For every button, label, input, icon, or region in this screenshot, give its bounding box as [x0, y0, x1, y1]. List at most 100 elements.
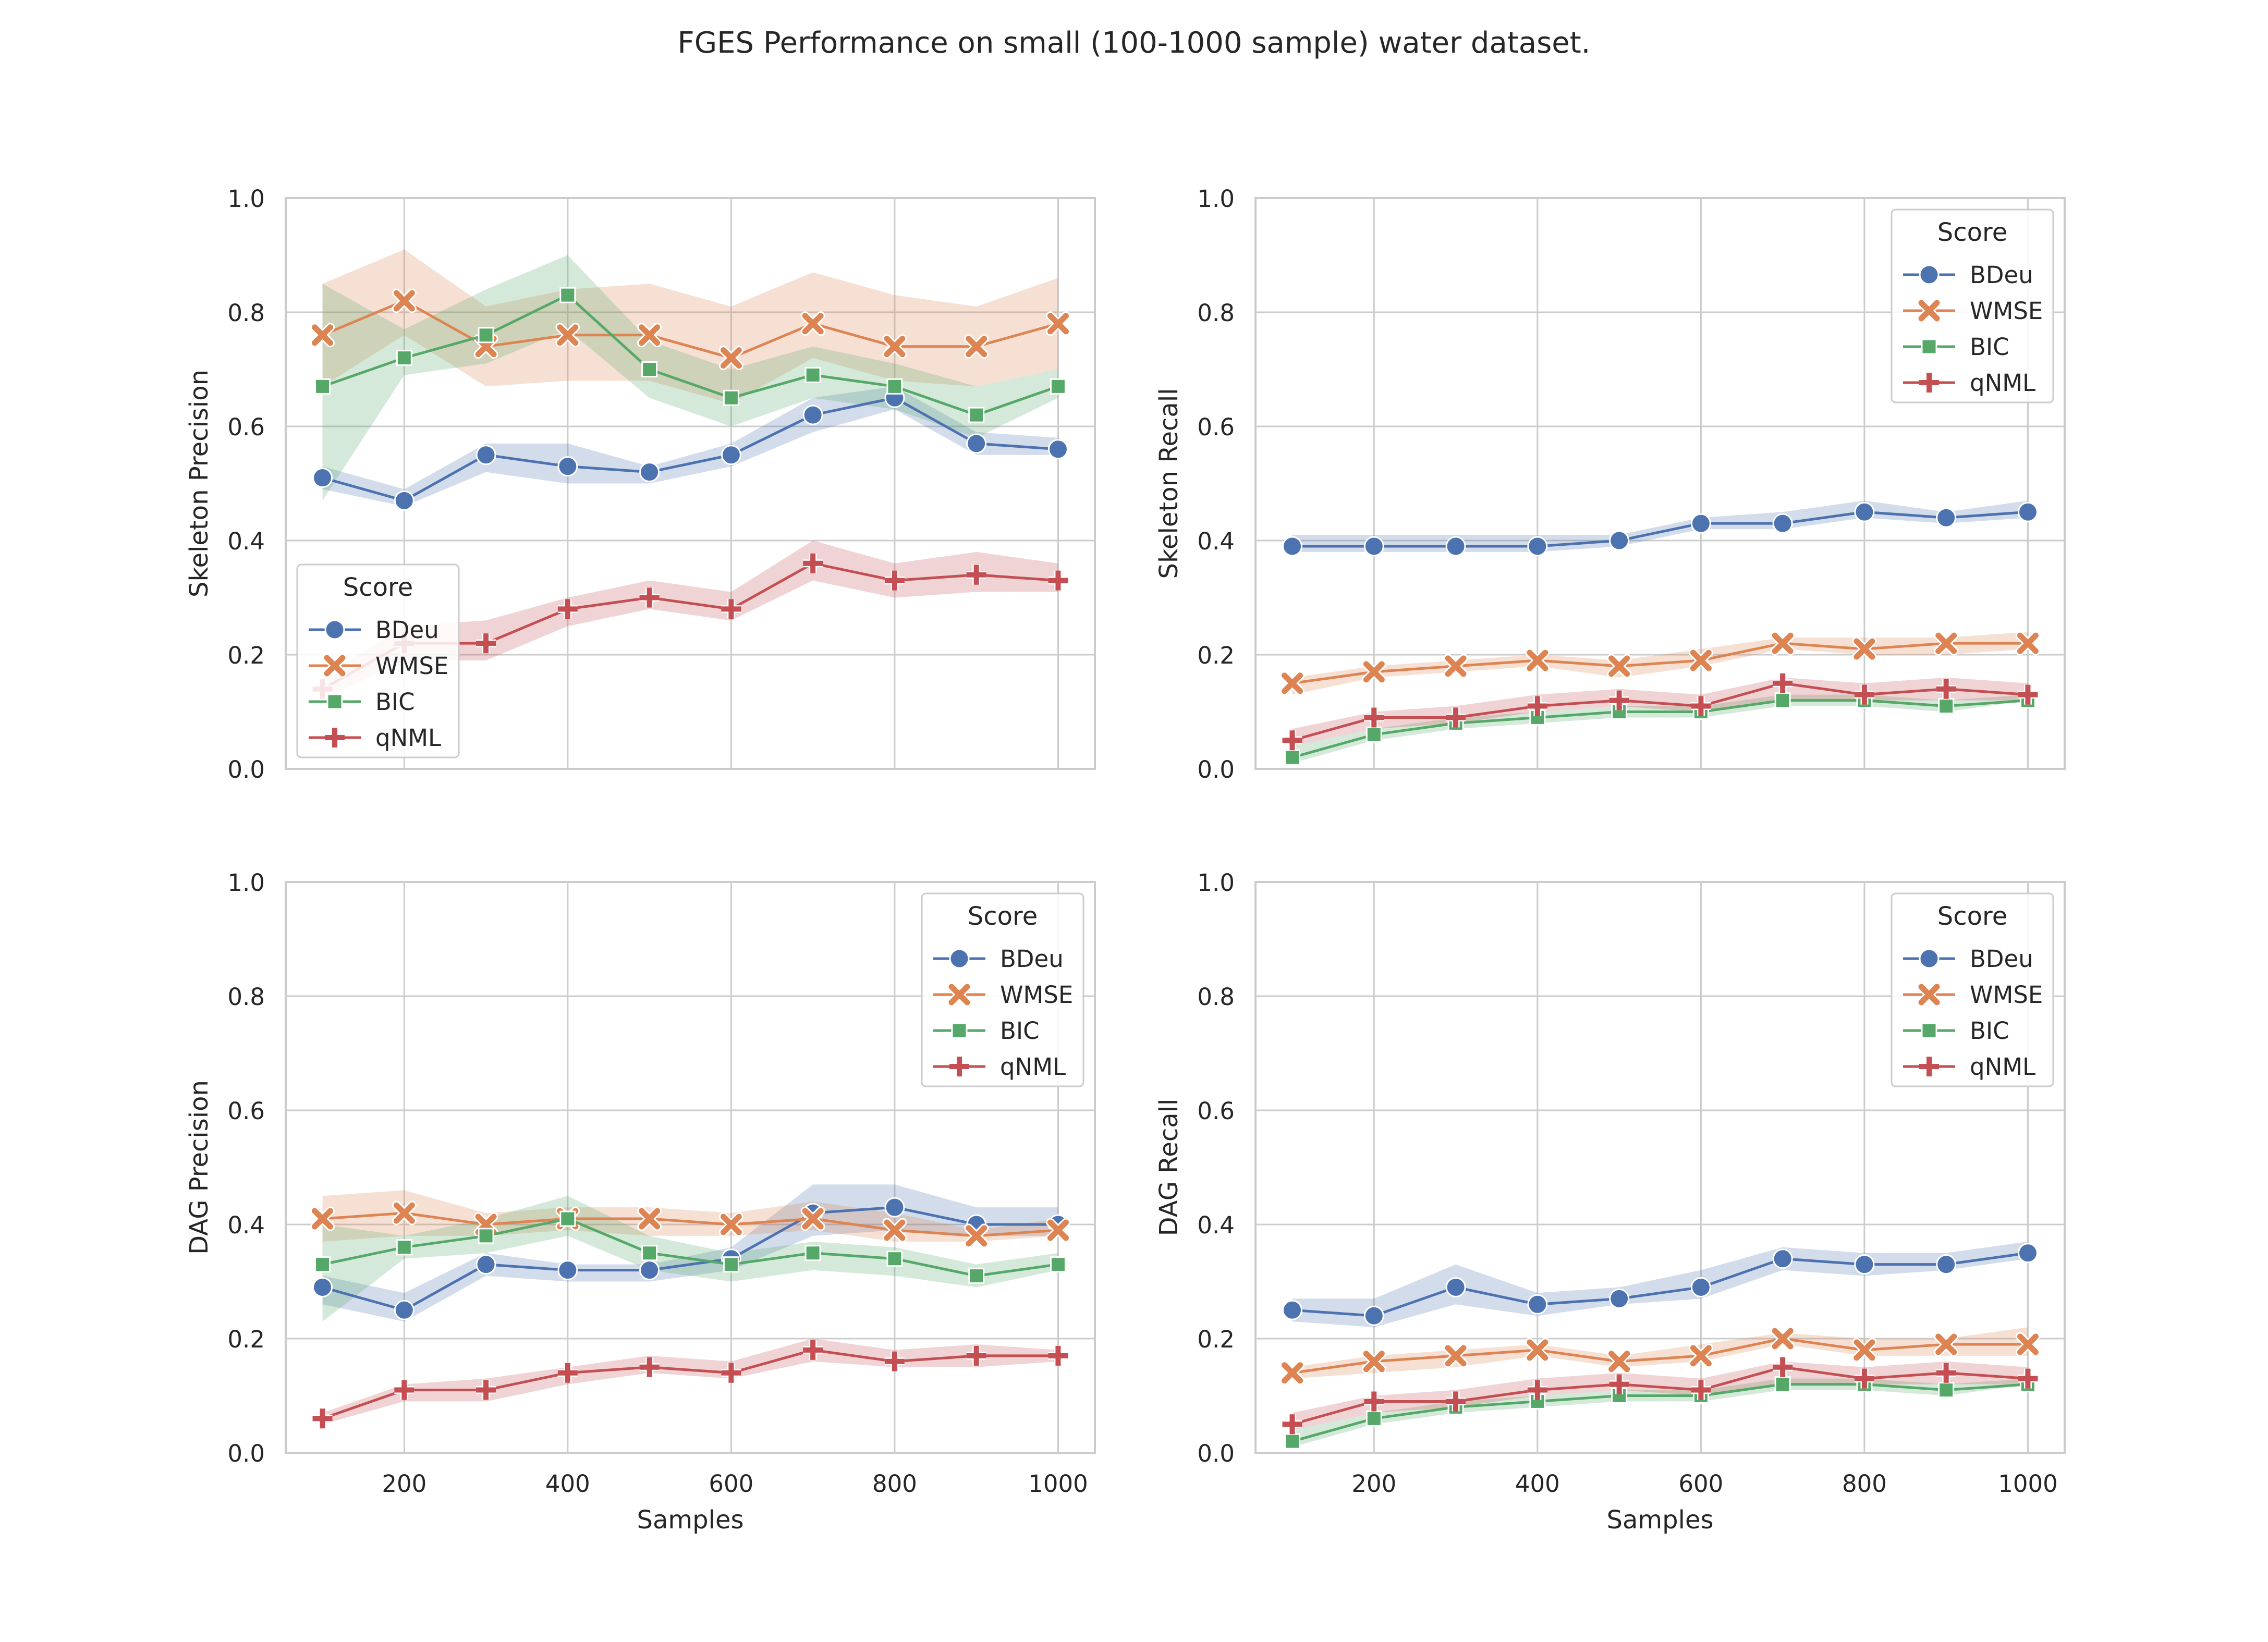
point-wmse	[1525, 1338, 1550, 1363]
point-bdeu	[557, 456, 578, 477]
line-bdeu	[322, 1206, 1058, 1312]
legend-label: BIC	[1970, 333, 2009, 361]
point-qnml	[639, 587, 660, 608]
point-qnml	[557, 1363, 578, 1383]
point-bic	[1050, 378, 1066, 395]
line-wmse	[322, 299, 1059, 360]
y-tick-label: 0.0	[1197, 756, 1235, 783]
point-bdeu	[2017, 1243, 2038, 1264]
line-qnml	[1291, 682, 2028, 742]
point-bdeu	[475, 1254, 496, 1275]
x-tick-label: 800	[1842, 1470, 1887, 1498]
legend-marker-bdeu	[1919, 264, 1940, 285]
legend-label: qNML	[1970, 1053, 2035, 1081]
y-tick-label: 0.6	[227, 1097, 265, 1125]
point-bdeu	[639, 1260, 660, 1281]
band-bic	[1292, 1378, 2028, 1448]
point-bic	[1774, 692, 1791, 709]
point-bic	[396, 350, 412, 366]
point-bic	[1365, 1410, 1382, 1427]
point-qnml	[1691, 696, 1711, 716]
point-qnml	[1854, 1368, 1874, 1389]
point-bdeu	[1445, 1277, 1466, 1297]
point-wmse	[1280, 1361, 1305, 1386]
point-bic	[478, 327, 494, 344]
legend-marker-qnml	[325, 728, 345, 748]
x-tick-label: 1000	[1028, 1470, 1088, 1498]
point-bic	[559, 287, 576, 303]
band-qnml	[322, 1339, 1058, 1425]
x-tick-label: 600	[1678, 1470, 1723, 1498]
line-bic	[1291, 699, 2028, 759]
point-wmse	[1525, 648, 1550, 673]
point-wmse	[800, 1206, 825, 1231]
point-wmse	[637, 1206, 662, 1231]
legend-title: Score	[1937, 218, 2007, 247]
y-tick-label: 0.0	[227, 756, 265, 783]
legend-label: WMSE	[1000, 981, 1073, 1009]
point-bdeu	[966, 433, 987, 454]
point-wmse	[1443, 654, 1468, 679]
point-wmse	[1688, 1343, 1713, 1368]
y-axis-label: Skeleton Precision	[185, 370, 214, 597]
axes-frame	[285, 881, 1096, 1454]
point-bdeu	[1936, 1254, 1957, 1275]
y-tick-label: 0.2	[227, 1326, 265, 1353]
legend: Score BDeu WMSE BIC qNML	[1891, 209, 2054, 403]
band-qnml	[322, 541, 1058, 701]
point-wmse	[882, 334, 907, 359]
point-bdeu	[1445, 536, 1466, 557]
point-bic	[804, 1245, 821, 1261]
point-wmse	[964, 334, 989, 359]
point-wmse	[1361, 1349, 1386, 1374]
axes-frame	[1254, 881, 2066, 1454]
chart-panel-1: 0.0 0.2 0.4 0.6 0.8 1.0 Skeleton Precision Scor…	[185, 185, 1096, 783]
point-qnml	[803, 553, 823, 573]
point-wmse	[1443, 1343, 1468, 1368]
legend-label: qNML	[1970, 369, 2035, 397]
y-tick-label: 0.4	[227, 1211, 265, 1239]
line-bdeu	[1292, 1252, 2028, 1317]
line-bdeu	[1292, 510, 2028, 548]
point-wmse	[555, 323, 580, 348]
point-wmse	[310, 323, 335, 348]
point-bdeu	[802, 405, 823, 425]
point-bdeu	[1690, 1277, 1711, 1297]
chart-panel-2: 0.0 0.2 0.4 0.6 0.8 1.0 Skeleton Recall Score BD…	[1154, 185, 2066, 783]
legend-title: Score	[1937, 902, 2007, 931]
legend-marker-wmse	[947, 982, 972, 1007]
point-qnml	[966, 565, 986, 585]
point-qnml	[803, 1340, 823, 1360]
point-bic	[1284, 749, 1301, 766]
point-wmse	[1280, 671, 1305, 696]
point-qnml	[1609, 690, 1629, 710]
y-tick-label: 1.0	[227, 869, 265, 897]
point-qnml	[1527, 696, 1547, 716]
point-bdeu	[1609, 530, 1630, 551]
legend-marker-qnml	[1919, 373, 1939, 393]
y-tick-label: 0.2	[1197, 642, 1235, 669]
point-qnml	[1446, 707, 1466, 728]
legend-label: WMSE	[1970, 981, 2043, 1009]
point-bic	[723, 1256, 739, 1273]
point-wmse	[1607, 654, 1632, 679]
point-wmse	[1770, 631, 1795, 656]
legend-marker-bic	[1921, 338, 1937, 355]
y-tick-label: 0.8	[1197, 299, 1235, 327]
point-wmse	[1934, 1332, 1959, 1357]
point-bic	[559, 1210, 576, 1227]
band-qnml	[1292, 1361, 2028, 1430]
point-qnml	[639, 1357, 660, 1377]
band-wmse	[322, 249, 1058, 404]
point-bic	[1529, 709, 1546, 726]
axes-frame	[1254, 197, 2066, 770]
point-qnml	[394, 1380, 414, 1400]
axes-frame	[285, 197, 1096, 770]
point-qnml	[1282, 730, 1302, 751]
point-bic	[314, 378, 331, 395]
point-wmse	[964, 1223, 989, 1248]
point-bdeu	[1609, 1288, 1630, 1309]
legend: Score BDeu WMSE BIC qNML	[1891, 892, 2054, 1087]
legend-label: WMSE	[375, 652, 448, 680]
line-bic	[322, 293, 1059, 416]
